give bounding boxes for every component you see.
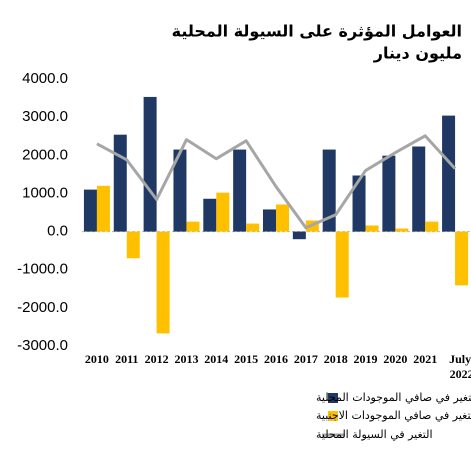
bar — [455, 231, 469, 286]
x-tick-label: 2011 — [115, 352, 138, 366]
x-tick-line: July — [449, 352, 471, 366]
bar — [216, 192, 230, 232]
x-tick-label: 2017 — [294, 352, 318, 366]
bar — [156, 231, 170, 334]
legend-swatch — [328, 393, 338, 403]
legend-label: التغير في صافي الموجودات الاجنبية — [316, 409, 471, 422]
chart-subtitle: مليون دينار — [373, 44, 462, 63]
bar — [173, 149, 187, 232]
x-tick-label: 2015 — [234, 352, 258, 366]
legend-label: التغير في صافي الموجودات المحلية — [316, 391, 471, 404]
bar — [352, 175, 366, 232]
x-tick-label: 2021 — [413, 352, 437, 366]
x-tick-label: 2016 — [264, 352, 288, 366]
bar — [246, 223, 260, 232]
x-tick-label: 2013 — [174, 352, 198, 366]
line — [96, 134, 457, 230]
y-tick-label: 4000.0 — [22, 70, 68, 87]
bar — [322, 149, 336, 232]
y-tick-label: 2000.0 — [22, 146, 68, 163]
bar — [96, 185, 110, 232]
y-tick-label: -1000.0 — [17, 261, 68, 278]
bar — [442, 115, 456, 232]
x-tick-label: 2012 — [145, 352, 169, 366]
legend-swatch — [328, 411, 338, 421]
x-tick-label: 2010 — [85, 352, 109, 366]
bar — [382, 155, 396, 232]
x-tick-label: 2018 — [324, 352, 348, 366]
bar — [126, 231, 140, 259]
bar — [425, 221, 439, 232]
bar — [143, 96, 157, 232]
bar — [292, 231, 306, 240]
x-tick-line: 2022 — [447, 367, 471, 381]
bar — [263, 209, 276, 232]
chart-title: العوامل المؤثرة على السيولة المحلية — [172, 22, 462, 41]
x-tick-label: 2014 — [204, 352, 228, 366]
bar — [395, 228, 409, 232]
bar — [412, 146, 426, 232]
bar — [83, 189, 97, 232]
y-tick-label: 3000.0 — [22, 108, 68, 125]
y-tick-label: -3000.0 — [17, 337, 68, 354]
y-tick-label: 0.0 — [47, 223, 68, 240]
bar — [335, 231, 349, 298]
y-tick-label: 1000.0 — [22, 184, 68, 201]
bar — [203, 198, 217, 232]
y-tick-label: -2000.0 — [17, 299, 68, 316]
bar — [186, 221, 200, 232]
legend-label: التغير في السيولة المحلية — [316, 428, 433, 441]
bar — [276, 204, 289, 232]
bar — [233, 149, 247, 232]
x-tick-label: July 2022 — [447, 352, 471, 381]
bar — [113, 134, 127, 232]
bar — [365, 225, 379, 232]
x-tick-label: 2019 — [354, 352, 378, 366]
x-tick-label: 2020 — [383, 352, 407, 366]
